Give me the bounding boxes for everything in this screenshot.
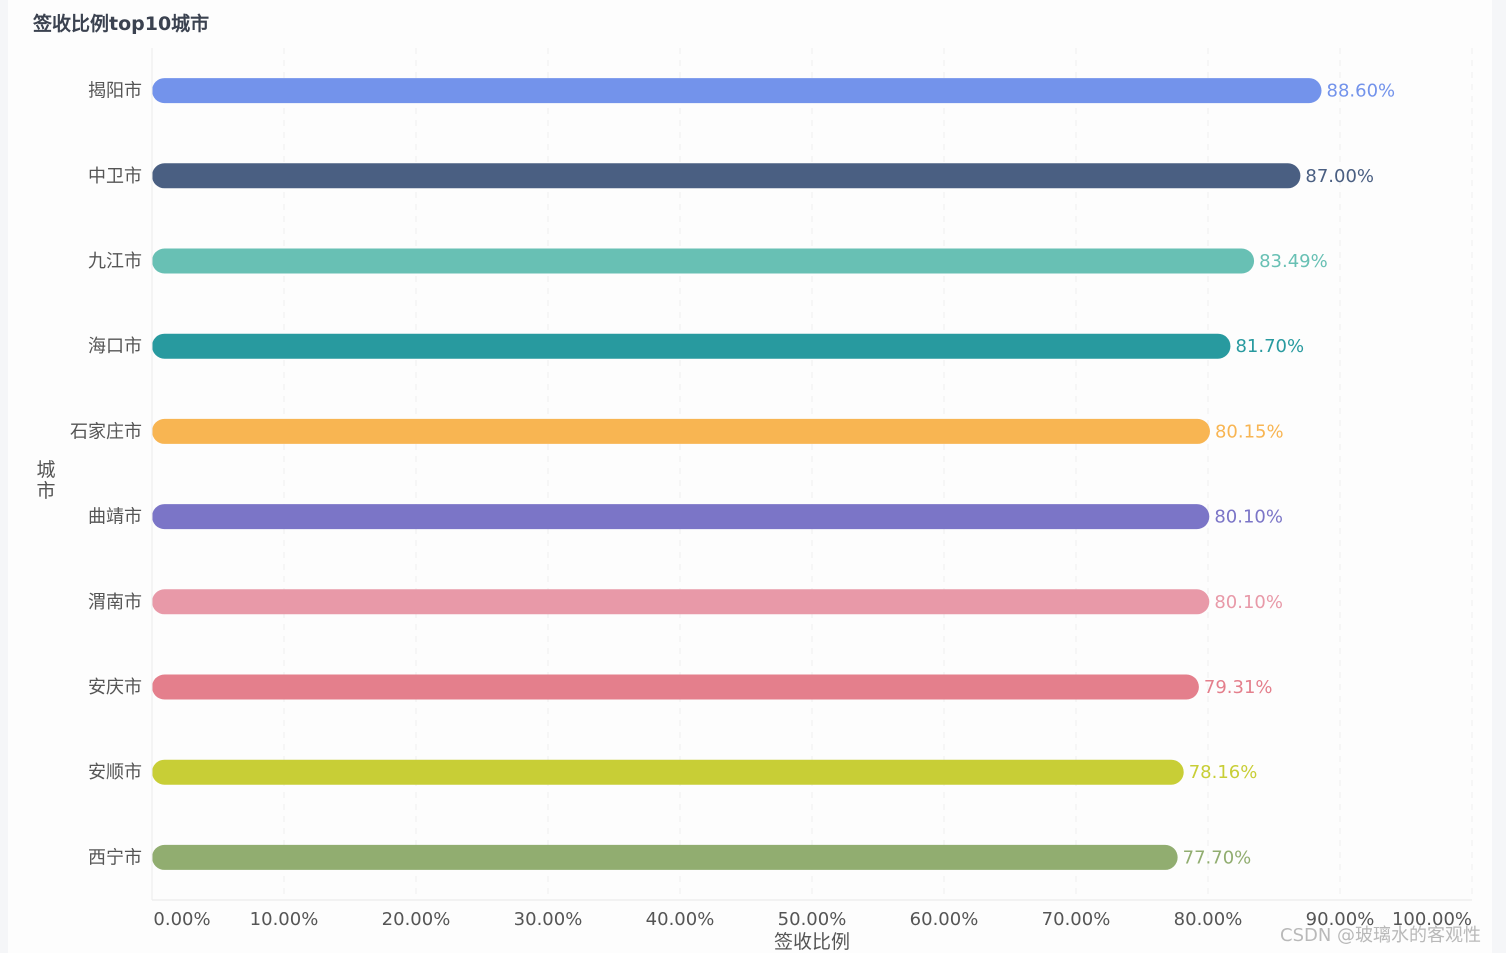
x-tick-label: 90.00% [1306, 909, 1375, 930]
y-category-label: 安顺市 [88, 762, 142, 783]
x-tick-label: 80.00% [1174, 909, 1243, 930]
y-category-label: 海口市 [88, 336, 142, 357]
y-category-label: 曲靖市 [88, 507, 142, 528]
x-tick-label: 50.00% [778, 909, 847, 930]
chart-title: 签收比例top10城市 [33, 13, 210, 35]
bar-value-label: 81.70% [1235, 336, 1304, 357]
chart-panel [8, 0, 1492, 953]
bar-value-label: 83.49% [1259, 251, 1328, 272]
bar-value-label: 80.10% [1214, 507, 1283, 528]
x-tick-label: 0.00% [153, 909, 210, 930]
x-axis-tick-labels: 0.00% 10.00% 20.00% 30.00% 40.00% 50.00% 60.00… [153, 909, 1472, 930]
y-category-label: 石家庄市 [70, 421, 142, 442]
y-category-label: 揭阳市 [88, 81, 142, 102]
bars [152, 78, 1322, 870]
bar[interactable] [152, 759, 1184, 785]
x-axis-title: 签收比例 [774, 931, 850, 953]
bar-value-label: 78.16% [1189, 762, 1258, 783]
value-labels: 88.60% 87.00% 83.49% 81.70% 80.15% 80.10% 80.1… [1183, 81, 1396, 869]
x-tick-label: 30.00% [514, 909, 583, 930]
y-category-label: 中卫市 [88, 166, 142, 187]
bar-value-label: 88.60% [1327, 81, 1396, 102]
bar-value-label: 79.31% [1204, 677, 1273, 698]
y-category-label: 九江市 [88, 251, 142, 272]
bar[interactable] [152, 844, 1178, 870]
y-axis-title: 城市 [36, 459, 55, 502]
bar-value-label: 87.00% [1305, 166, 1374, 187]
bar[interactable] [152, 589, 1210, 615]
x-tick-label: 60.00% [910, 909, 979, 930]
y-category-label: 渭南市 [88, 592, 142, 613]
bar[interactable] [152, 78, 1322, 104]
bar-value-label: 80.10% [1214, 592, 1283, 613]
bar[interactable] [152, 333, 1231, 359]
bar-value-label: 77.70% [1183, 847, 1252, 868]
watermark: CSDN @玻璃水的客观性 [1280, 925, 1482, 946]
y-category-label: 西宁市 [88, 847, 142, 868]
bar[interactable] [152, 248, 1255, 274]
x-tick-label: 10.00% [250, 909, 319, 930]
bar[interactable] [152, 163, 1301, 189]
x-tick-label: 70.00% [1042, 909, 1111, 930]
bar-value-label: 80.15% [1215, 421, 1284, 442]
bar[interactable] [152, 674, 1199, 700]
x-tick-label: 20.00% [382, 909, 451, 930]
x-tick-label: 100.00% [1392, 909, 1472, 930]
x-tick-label: 40.00% [646, 909, 715, 930]
bar[interactable] [152, 418, 1210, 444]
bar[interactable] [152, 504, 1210, 530]
y-category-label: 安庆市 [88, 677, 142, 698]
grid-lines [283, 48, 1473, 900]
